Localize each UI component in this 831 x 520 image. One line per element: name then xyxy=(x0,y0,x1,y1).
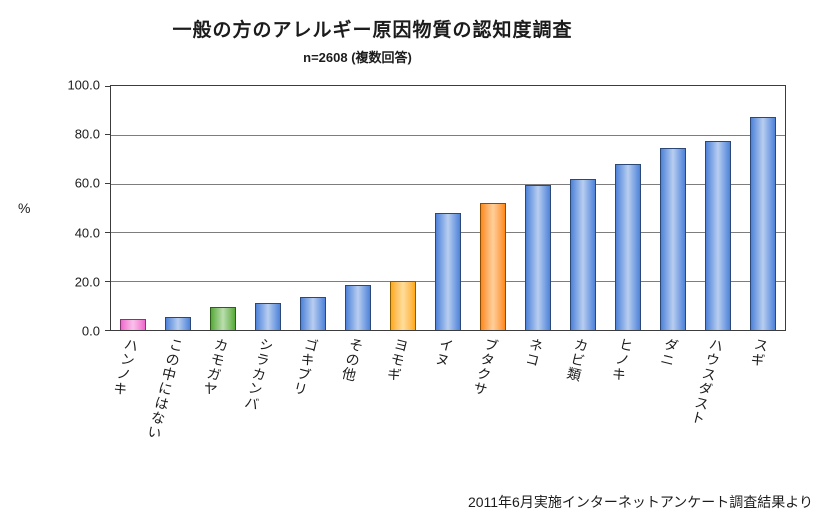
bar-slot xyxy=(201,86,246,330)
bar xyxy=(255,303,282,330)
plot-area xyxy=(105,85,786,331)
bar xyxy=(479,203,506,330)
bar-slot xyxy=(560,86,605,330)
x-axis-label: カビ類 xyxy=(564,336,591,384)
chart-title: 一般の方のアレルギー原因物質の認知度調査 xyxy=(172,20,573,41)
x-axis-label: ヨモギ xyxy=(384,336,411,384)
y-tick-label: 0.0 xyxy=(81,323,100,339)
bar-slot xyxy=(381,86,426,330)
y-tick-label: 80.0 xyxy=(74,126,100,142)
bar-slot xyxy=(111,86,156,330)
bar xyxy=(614,164,641,330)
bar xyxy=(390,281,417,330)
bar-slot xyxy=(471,86,516,330)
bar xyxy=(435,212,462,330)
x-label-slot: ブタクサ xyxy=(471,336,516,501)
x-label-slot: その他 xyxy=(335,336,380,501)
bar-slot xyxy=(695,86,740,330)
x-axis-label: ダニ xyxy=(658,336,682,370)
source-note: 2011年6月実施インターネットアンケート調査結果より xyxy=(467,494,813,510)
gridline xyxy=(111,134,785,136)
bar xyxy=(749,116,776,330)
y-tick-label: 60.0 xyxy=(74,175,100,191)
bars-container xyxy=(111,86,785,330)
bar xyxy=(704,140,731,330)
y-axis-ticks: 100.0 80.0 60.0 40.0 20.0 0.0 xyxy=(38,78,100,339)
y-tick-mark xyxy=(105,231,111,233)
y-axis-label: % xyxy=(18,200,31,216)
x-axis-label: ハンノキ xyxy=(110,336,141,399)
x-label-slot: ヒノキ xyxy=(606,336,651,501)
x-label-slot: ネコ xyxy=(516,336,561,501)
x-axis-labels: ハンノキ この中にはない カモガヤ シラカンバ ゴキブリ その他 ヨモギ イヌ ブタクサ ネコ カビ… xyxy=(110,336,786,501)
x-axis-label: その他 xyxy=(339,336,366,384)
bar-slot xyxy=(336,86,381,330)
x-label-slot: シラカンバ xyxy=(242,336,290,501)
bar xyxy=(659,148,686,330)
bar-slot xyxy=(740,86,785,330)
y-tick-label: 20.0 xyxy=(74,274,100,290)
x-axis-label: ゴキブリ xyxy=(290,336,321,399)
bar xyxy=(165,316,192,330)
bar xyxy=(524,184,551,330)
bar-slot xyxy=(515,86,560,330)
bar-slot xyxy=(246,86,291,330)
y-tick-label: 100.0 xyxy=(67,77,100,93)
bar-slot xyxy=(650,86,695,330)
x-axis-label: ブタクサ xyxy=(470,336,501,399)
bar xyxy=(300,297,327,330)
bar xyxy=(210,306,237,330)
x-axis-label: ネコ xyxy=(523,336,546,370)
gridline xyxy=(111,183,785,185)
chart-subtitle: n=2608 (複数回答) xyxy=(303,50,412,65)
x-label-slot: イヌ xyxy=(425,336,470,501)
x-axis-label: スギ xyxy=(748,336,772,370)
y-tick-mark xyxy=(105,329,111,331)
x-axis-label: カモガヤ xyxy=(200,336,231,399)
y-tick-mark xyxy=(105,85,111,87)
x-label-slot: ハウスダスト xyxy=(689,336,741,501)
y-tick-mark xyxy=(105,134,111,136)
y-tick-mark xyxy=(105,183,111,185)
x-label-slot: カビ類 xyxy=(561,336,606,501)
bar xyxy=(120,319,147,330)
bar xyxy=(569,178,596,330)
bar-slot xyxy=(426,86,471,330)
bar-slot xyxy=(605,86,650,330)
y-tick-label: 40.0 xyxy=(74,225,100,241)
bar-slot xyxy=(291,86,336,330)
x-axis-label: ヒノキ xyxy=(609,336,636,384)
bar-slot xyxy=(156,86,201,330)
x-label-slot: ゴキブリ xyxy=(290,336,335,501)
x-axis-label: シラカンバ xyxy=(241,336,276,413)
x-label-slot: スギ xyxy=(741,336,786,501)
x-label-slot: ヨモギ xyxy=(380,336,425,501)
x-axis-label: イヌ xyxy=(432,336,456,370)
y-tick-mark xyxy=(105,280,111,282)
x-label-slot: カモガヤ xyxy=(200,336,245,501)
x-label-slot: この中にはない xyxy=(144,336,200,501)
bar xyxy=(345,284,372,330)
